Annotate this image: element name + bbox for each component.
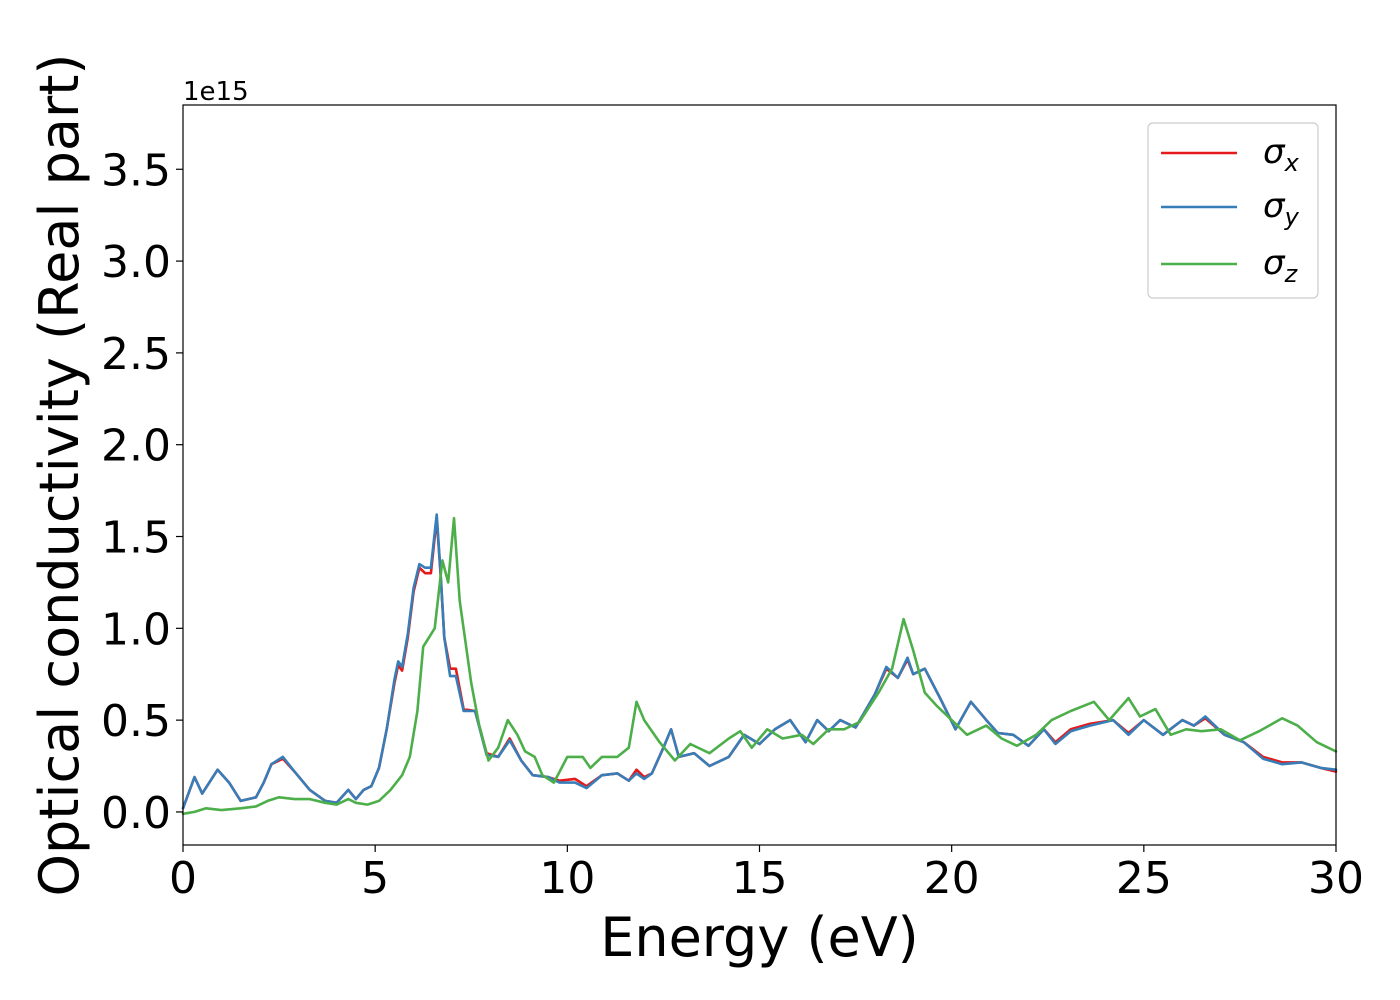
y-offset-text: 1e15 [183, 77, 249, 107]
x-ticks: 0 5 10 15 20 25 30 [169, 845, 1364, 904]
y-tick-label: 0.0 [101, 788, 171, 839]
x-tick-label: 20 [924, 853, 980, 904]
y-tick-label: 2.0 [101, 421, 171, 472]
x-tick-label: 5 [361, 853, 389, 904]
y-tick-label: 3.5 [101, 145, 171, 196]
y-tick-label: 0.5 [101, 696, 171, 747]
x-tick-label: 30 [1308, 853, 1364, 904]
legend-box [1147, 122, 1319, 299]
x-axis-label: Energy (eV) [600, 906, 919, 969]
legend: σx σy σz [1147, 122, 1319, 299]
legend-label-x: σx [1263, 132, 1300, 177]
series-line-x [181, 516, 1338, 810]
y-tick-label: 1.5 [101, 513, 171, 564]
y-tick-label: 3.0 [101, 237, 171, 288]
x-tick-label: 15 [732, 853, 788, 904]
legend-label-y: σy [1263, 186, 1300, 231]
y-ticks: 0.0 0.5 1.0 1.5 2.0 2.5 3.0 3.5 [101, 145, 183, 839]
x-tick-label: 10 [539, 853, 595, 904]
legend-label-z: σz [1263, 243, 1299, 288]
y-axis-label: Optical conductivity (Real part) [28, 54, 91, 897]
series-layer [181, 513, 1338, 816]
y-tick-label: 1.0 [101, 604, 171, 655]
x-tick-label: 0 [169, 853, 197, 904]
series-line-y [181, 513, 1338, 810]
x-tick-label: 25 [1116, 853, 1172, 904]
y-tick-label: 2.5 [101, 329, 171, 380]
series-line-z [181, 516, 1338, 816]
